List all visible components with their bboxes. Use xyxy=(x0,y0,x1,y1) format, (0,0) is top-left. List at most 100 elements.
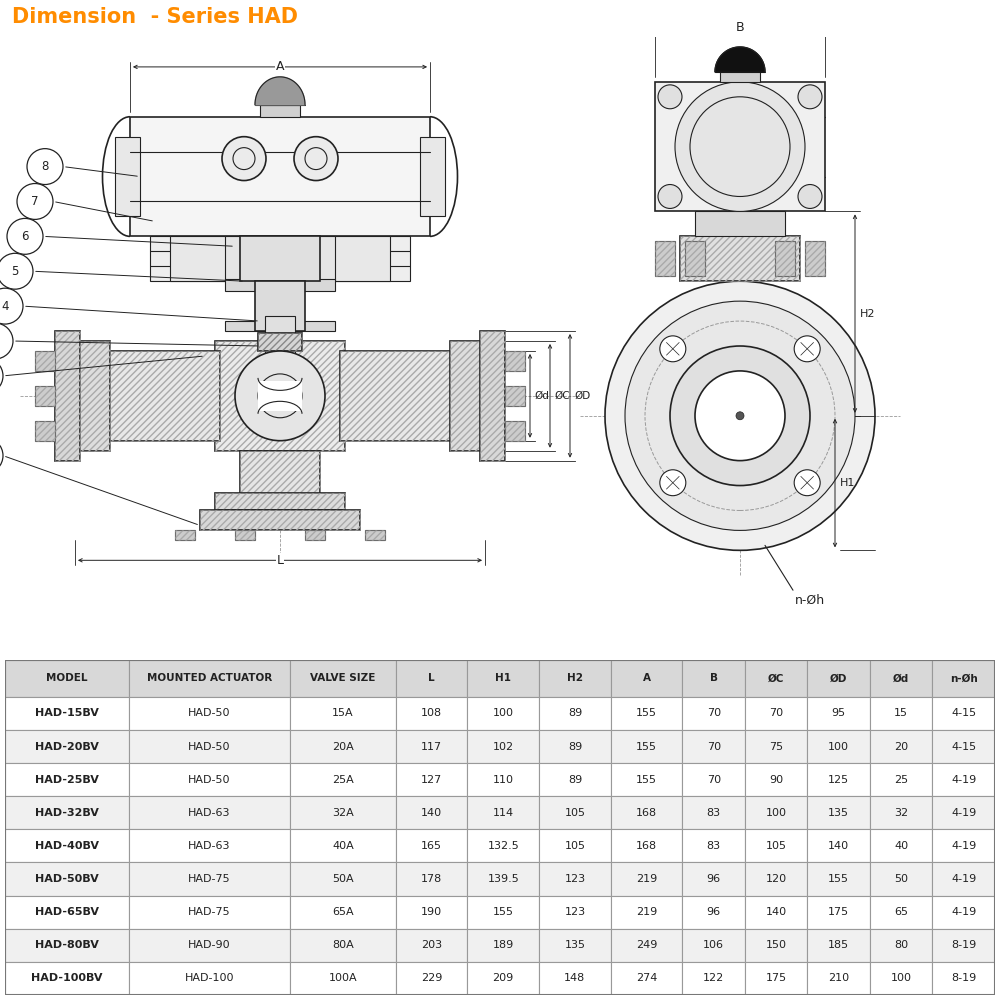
Bar xyxy=(539,929,611,962)
Bar xyxy=(290,730,396,763)
Text: 100: 100 xyxy=(766,808,787,818)
Text: 80: 80 xyxy=(894,940,908,950)
Circle shape xyxy=(675,82,805,211)
Bar xyxy=(467,763,539,796)
Bar xyxy=(932,763,995,796)
Bar xyxy=(35,351,55,371)
Bar xyxy=(505,351,525,371)
Bar xyxy=(680,236,800,281)
Text: A: A xyxy=(643,673,651,683)
Circle shape xyxy=(316,248,328,260)
Text: HAD-15BV: HAD-15BV xyxy=(35,708,99,718)
Bar xyxy=(365,530,385,540)
Text: 70: 70 xyxy=(707,708,721,718)
Bar xyxy=(682,829,745,862)
Text: 219: 219 xyxy=(636,907,657,917)
Bar xyxy=(805,241,825,276)
Text: 89: 89 xyxy=(568,775,582,785)
Text: HAD-25BV: HAD-25BV xyxy=(35,775,99,785)
Circle shape xyxy=(660,336,686,362)
Bar xyxy=(129,862,290,896)
Circle shape xyxy=(798,185,822,208)
Bar xyxy=(655,241,675,276)
Bar xyxy=(290,929,396,962)
Bar xyxy=(807,829,870,862)
Bar xyxy=(396,862,467,896)
Bar xyxy=(932,730,995,763)
Text: 100: 100 xyxy=(828,742,849,752)
Bar xyxy=(611,763,682,796)
Circle shape xyxy=(232,248,244,260)
Bar xyxy=(870,763,932,796)
Bar xyxy=(932,660,995,697)
Text: 7: 7 xyxy=(31,195,39,208)
Bar xyxy=(807,929,870,962)
Bar xyxy=(290,660,396,697)
Text: 219: 219 xyxy=(636,874,657,884)
Bar xyxy=(215,341,345,451)
Text: 148: 148 xyxy=(564,973,586,983)
Text: 139.5: 139.5 xyxy=(487,874,519,884)
Text: L: L xyxy=(428,673,435,683)
Bar xyxy=(467,929,539,962)
Text: 70: 70 xyxy=(707,775,721,785)
Text: n-Øh: n-Øh xyxy=(950,673,978,683)
Text: 178: 178 xyxy=(421,874,442,884)
Bar xyxy=(807,796,870,829)
Text: 123: 123 xyxy=(564,874,585,884)
Text: 65A: 65A xyxy=(332,907,354,917)
Bar xyxy=(290,896,396,929)
Bar xyxy=(870,697,932,730)
Circle shape xyxy=(605,281,875,550)
Bar xyxy=(5,796,129,829)
Text: 140: 140 xyxy=(828,841,849,851)
Text: HAD-65BV: HAD-65BV xyxy=(35,907,99,917)
Bar xyxy=(467,962,539,995)
Bar xyxy=(260,105,300,117)
Text: 168: 168 xyxy=(636,808,657,818)
Circle shape xyxy=(17,184,53,219)
Bar xyxy=(505,351,525,371)
Bar xyxy=(450,341,485,451)
Text: 4-19: 4-19 xyxy=(951,874,976,884)
Bar xyxy=(5,929,129,962)
Text: HAD-75: HAD-75 xyxy=(188,874,231,884)
Circle shape xyxy=(0,358,3,394)
Bar xyxy=(55,331,80,461)
Text: 8: 8 xyxy=(41,160,49,173)
Text: L: L xyxy=(276,554,284,567)
Bar xyxy=(35,421,55,441)
Text: HAD-32BV: HAD-32BV xyxy=(35,808,99,818)
Text: Dimension  - Series HAD: Dimension - Series HAD xyxy=(12,7,298,27)
Text: 4-19: 4-19 xyxy=(951,907,976,917)
Text: B: B xyxy=(710,673,718,683)
Bar xyxy=(35,386,55,406)
Text: 95: 95 xyxy=(832,708,846,718)
Text: 132.5: 132.5 xyxy=(487,841,519,851)
Text: 83: 83 xyxy=(707,808,721,818)
Text: HAD-75: HAD-75 xyxy=(188,907,231,917)
Text: 150: 150 xyxy=(766,940,787,950)
Text: 108: 108 xyxy=(421,708,442,718)
Bar xyxy=(807,896,870,929)
Text: 4-19: 4-19 xyxy=(951,808,976,818)
Bar xyxy=(870,929,932,962)
Bar xyxy=(682,929,745,962)
Bar xyxy=(396,962,467,995)
Text: 5: 5 xyxy=(11,265,19,278)
Text: 165: 165 xyxy=(421,841,442,851)
Text: 40: 40 xyxy=(894,841,908,851)
Circle shape xyxy=(658,185,682,208)
Bar xyxy=(467,796,539,829)
Bar xyxy=(932,697,995,730)
Bar xyxy=(655,82,825,211)
Bar xyxy=(265,316,295,366)
Text: 155: 155 xyxy=(636,742,657,752)
Bar xyxy=(807,660,870,697)
Bar xyxy=(467,660,539,697)
Text: 25A: 25A xyxy=(332,775,354,785)
Bar xyxy=(539,962,611,995)
Bar xyxy=(35,421,55,441)
Bar xyxy=(200,510,360,530)
Bar xyxy=(258,381,302,411)
